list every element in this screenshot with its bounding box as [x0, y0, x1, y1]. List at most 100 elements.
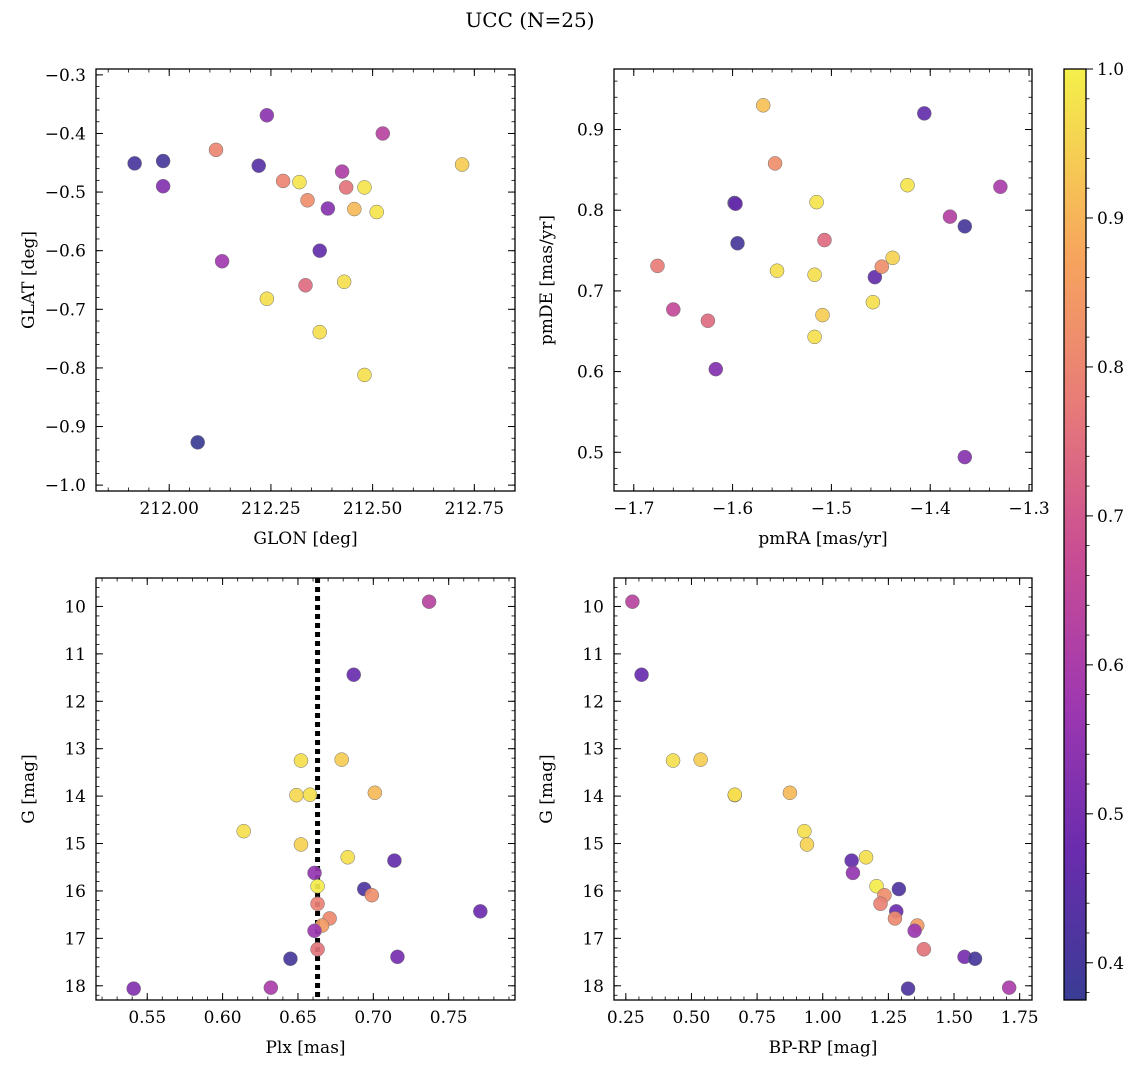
data-point: [289, 787, 304, 803]
data-point: [867, 269, 883, 285]
y-tick-label: −0.9: [45, 418, 86, 438]
y-tick-label: 10: [64, 597, 86, 617]
data-point: [887, 911, 903, 926]
data-point: [283, 951, 298, 966]
colorbar-tick-label: 0.4: [1097, 954, 1124, 974]
data-point: [865, 294, 881, 310]
data-point: [307, 865, 322, 881]
data-point: [873, 896, 888, 911]
panel-pmra-pmde: −1.7 −1.6 −1.5 −1.4 −1.3 0.5 0.6 0.7 0.8 0.9 pmRA …: [537, 68, 1050, 549]
x-axis-label: BP-RP [mag]: [769, 1038, 878, 1058]
colorbar-gradient: [1063, 68, 1087, 1001]
data-point: [310, 896, 325, 911]
figure-title: UCC (N=25): [465, 8, 594, 32]
data-point: [666, 302, 681, 317]
data-point: [634, 667, 649, 682]
panel-glon-glat: 212.00 212.25 212.50 212.75 −1.0 −0.9 −0.8 −0.7…: [19, 66, 516, 549]
data-point: [334, 752, 349, 767]
y-tick-label: 0.8: [577, 201, 604, 221]
y-tick-label: 0.7: [577, 282, 604, 302]
data-point: [900, 981, 916, 996]
y-tick-label: 18: [582, 977, 604, 997]
colorbar-tick-label: 0.8: [1097, 358, 1124, 378]
y-tick-label: 15: [64, 835, 86, 855]
data-point: [312, 324, 327, 340]
data-point: [390, 949, 405, 965]
y-tick-label: 12: [582, 692, 604, 712]
y-tick-label: 15: [582, 835, 604, 855]
x-tick-label: 0.25: [607, 1008, 645, 1028]
x-tick-label: 1.25: [869, 1008, 907, 1028]
data-point: [858, 850, 874, 865]
data-point: [275, 173, 291, 189]
x-tick-label: 0.75: [738, 1008, 776, 1028]
data-point: [693, 752, 708, 767]
data-point: [728, 196, 743, 211]
data-point: [807, 267, 822, 283]
data-point: [885, 250, 900, 266]
y-tick-label: −0.4: [45, 124, 86, 144]
data-point: [755, 98, 771, 113]
data-point: [727, 787, 743, 802]
axes-frame: [95, 68, 516, 492]
data-point: [236, 823, 251, 839]
data-point: [357, 180, 372, 195]
panel-plx-g: 0.55 0.60 0.65 0.70 0.75 10 11 12 13 14 15 16 17 18 Pl…: [19, 577, 516, 1058]
data-point: [993, 179, 1008, 195]
data-point: [336, 274, 352, 290]
data-point: [346, 667, 361, 682]
data-point: [700, 313, 716, 328]
data-point: [817, 232, 832, 248]
data-point: [293, 753, 309, 768]
x-tick-label: −1.5: [811, 499, 852, 519]
data-point: [310, 942, 325, 957]
y-tick-label: −0.3: [45, 66, 86, 86]
y-tick-label: 13: [582, 740, 604, 760]
data-point: [208, 142, 224, 158]
data-point: [797, 823, 812, 839]
x-tick-label: 0.50: [673, 1008, 711, 1028]
panel-bprp-g: 0.25 0.50 0.75 1.00 1.25 1.50 1.75 10 11 12 13 14 15…: [537, 577, 1039, 1058]
colorbar-tick-label: 0.7: [1097, 507, 1124, 527]
data-point: [454, 157, 470, 172]
y-tick-label: 14: [64, 787, 86, 807]
data-point: [312, 243, 327, 258]
data-point: [917, 106, 932, 121]
data-point: [259, 108, 275, 123]
x-tick-label: 0.60: [204, 1008, 242, 1028]
data-point: [375, 126, 391, 141]
x-tick-label: 1.00: [804, 1008, 842, 1028]
data-point: [364, 887, 380, 903]
data-point: [310, 878, 325, 894]
data-point: [767, 156, 783, 171]
data-point: [1001, 980, 1017, 995]
y-tick-label: 17: [64, 929, 86, 949]
y-tick-label: −1.0: [45, 476, 86, 496]
data-point: [730, 236, 745, 251]
x-tick-label: 212.25: [241, 499, 300, 519]
data-point: [844, 853, 859, 868]
data-point: [845, 865, 861, 881]
y-axis-label: GLAT [deg]: [19, 231, 39, 329]
y-tick-label: 10: [582, 597, 604, 617]
x-axis-label: Plx [mas]: [265, 1038, 345, 1058]
y-tick-label: 18: [64, 977, 86, 997]
y-tick-label: 14: [582, 787, 604, 807]
data-point: [347, 201, 362, 217]
y-tick-label: −0.7: [45, 300, 86, 320]
data-point: [302, 787, 318, 802]
y-tick-label: 16: [64, 882, 86, 902]
y-tick-label: 0.5: [577, 443, 604, 463]
y-tick-label: −0.6: [45, 242, 86, 262]
data-point: [369, 204, 384, 220]
axes-frame: [95, 577, 516, 1001]
data-point: [708, 361, 724, 377]
data-point: [259, 291, 275, 307]
data-point: [126, 981, 141, 996]
data-point: [874, 259, 890, 274]
data-point: [320, 201, 336, 216]
x-tick-label: 212.50: [343, 499, 402, 519]
y-axis-label: G [mag]: [19, 754, 39, 823]
data-point: [942, 209, 958, 224]
